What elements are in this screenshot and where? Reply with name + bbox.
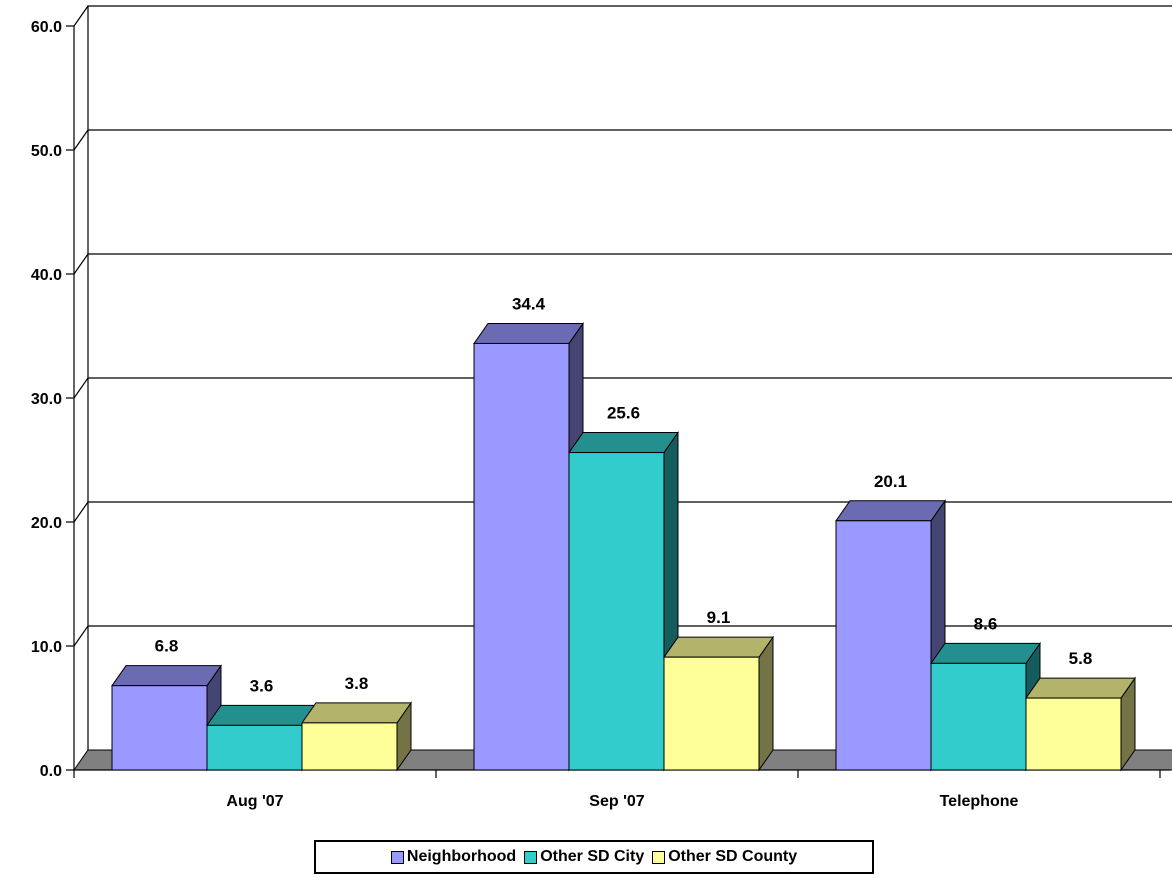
bar — [111, 664, 222, 772]
bar-front — [301, 722, 398, 771]
bar — [568, 430, 679, 772]
y-tick-label: 30.0 — [31, 391, 62, 408]
data-labels: 6.8 3.6 3.8 34.4 25.6 9.1 20.1 8.6 5.8 — [155, 294, 1093, 695]
y-tick-label: 60.0 — [31, 19, 62, 36]
legend-swatch-neighborhood — [390, 850, 404, 864]
legend-label-other-sd-city: Other SD City — [540, 848, 645, 865]
bar-top — [206, 704, 317, 726]
bar-front — [206, 724, 303, 771]
bar-front — [930, 662, 1027, 771]
x-category-label: Telephone — [940, 793, 1019, 810]
bar-top — [1025, 677, 1136, 699]
bar-top — [930, 642, 1041, 664]
gridline — [73, 5, 1172, 27]
bar-top — [663, 636, 774, 658]
bar-front — [473, 342, 570, 771]
legend-label-neighborhood: Neighborhood — [406, 848, 517, 865]
bar-top — [568, 432, 679, 454]
bar-top — [835, 500, 946, 522]
bar-top — [301, 702, 412, 724]
x-category-label: Sep '07 — [589, 793, 644, 810]
data-label: 9.1 — [707, 608, 731, 627]
bar — [301, 701, 412, 772]
legend-swatch-other-sd-county — [652, 850, 666, 864]
y-tick-label: 40.0 — [31, 267, 62, 284]
data-label: 8.6 — [974, 614, 998, 633]
bar — [206, 703, 317, 772]
bar — [1025, 676, 1136, 772]
bar-top — [473, 322, 584, 344]
bar-front — [1025, 697, 1122, 771]
legend-item-other-sd-city: Other SD City — [524, 848, 644, 866]
data-label: 6.8 — [155, 637, 179, 656]
bar-top — [111, 665, 222, 687]
data-label: 5.8 — [1069, 649, 1093, 668]
legend-label-other-sd-county: Other SD County — [668, 848, 798, 865]
bar — [473, 321, 584, 772]
bar-front — [663, 656, 760, 771]
bar-front — [111, 685, 208, 771]
data-label: 20.1 — [874, 472, 907, 491]
bar-front — [835, 520, 932, 771]
y-tick-label: 10.0 — [31, 639, 62, 656]
legend-item-other-sd-county: Other SD County — [652, 848, 797, 866]
bar-front — [568, 452, 665, 771]
bar — [930, 641, 1041, 772]
bar-side — [758, 635, 774, 772]
bar-chart: 0.0 10.0 20.0 30.0 40.0 50.0 60.0 Aug '07 Sep '0… — [31, 5, 1172, 810]
legend-item-neighborhood: Neighborhood — [390, 848, 517, 866]
data-label: 3.8 — [345, 674, 369, 693]
legend-swatch-other-sd-city — [524, 850, 538, 864]
bars — [111, 321, 1136, 772]
bar — [663, 635, 774, 772]
legend: Neighborhood Other SD City Other SD Coun… — [314, 840, 874, 874]
gridline — [73, 253, 1172, 275]
gridline — [73, 377, 1172, 399]
y-tick-label: 0.0 — [40, 763, 62, 780]
data-label: 3.6 — [250, 676, 274, 695]
x-category-label: Aug '07 — [226, 793, 283, 810]
gridline — [73, 129, 1172, 151]
data-label: 25.6 — [607, 404, 640, 423]
data-label: 34.4 — [512, 294, 546, 313]
y-tick-label: 50.0 — [31, 143, 62, 160]
y-tick-label: 20.0 — [31, 515, 62, 532]
bar — [835, 499, 946, 772]
